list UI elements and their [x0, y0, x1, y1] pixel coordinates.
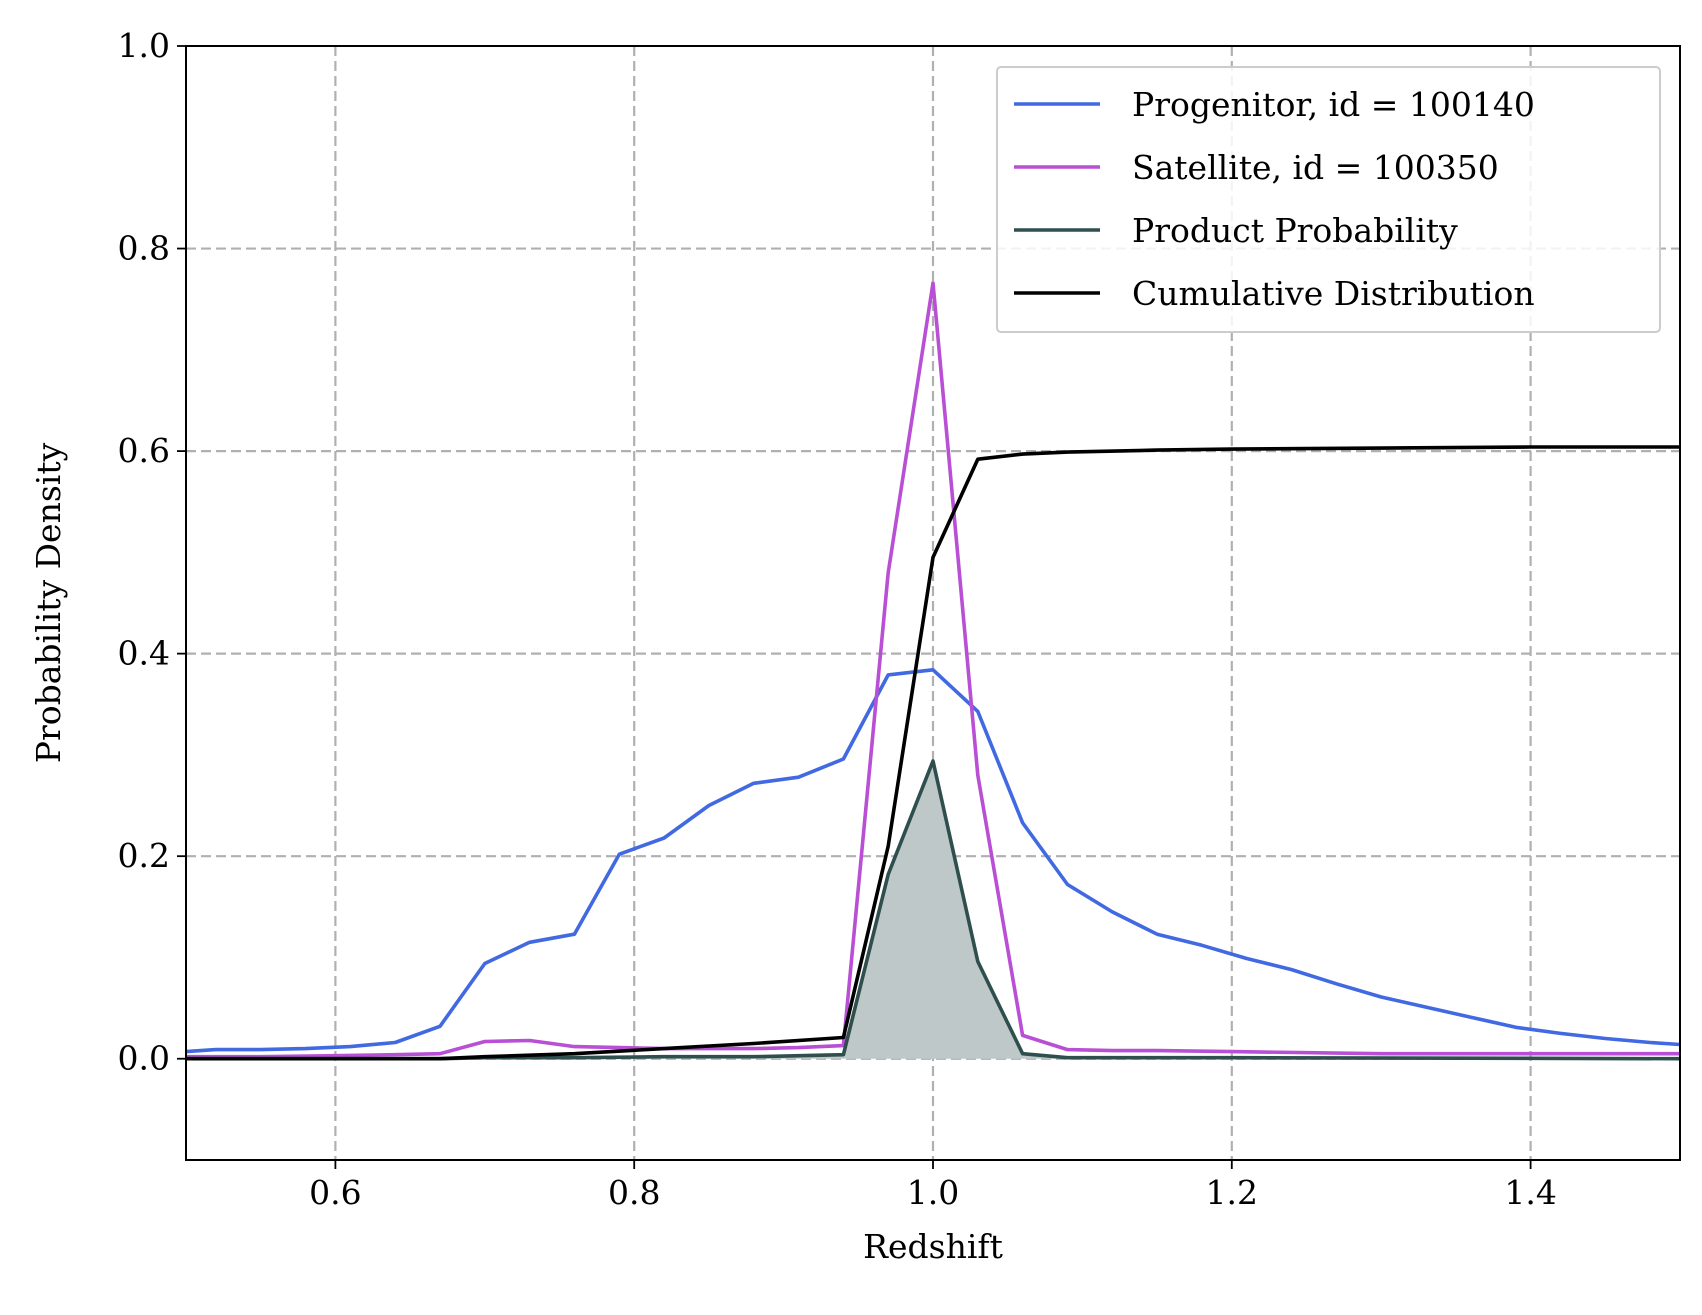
- legend-label: Product Probability: [1132, 211, 1458, 250]
- x-tick-label: 1.4: [1504, 1173, 1556, 1212]
- y-tick-label: 1.0: [118, 26, 170, 65]
- legend-box: [996, 66, 1661, 333]
- legend-label: Satellite, id = 100350: [1132, 148, 1499, 187]
- tick-layer: 0.6 0.8 1.0 1.2 1.4 0.0 0.2 0.4 0.6 0.8 1.0: [118, 26, 1557, 1212]
- y-tick-label: 0.6: [118, 431, 170, 470]
- y-axis-title: Probability Density: [29, 442, 68, 763]
- x-tick-label: 0.8: [608, 1173, 660, 1212]
- series-layer: [186, 281, 1680, 1061]
- y-tick-label: 0.2: [118, 836, 170, 875]
- x-tick-label: 1.2: [1206, 1173, 1258, 1212]
- y-tick-label: 0.4: [118, 634, 170, 673]
- fill-layer: [186, 761, 1680, 1059]
- product-probability-fill: [186, 761, 1680, 1059]
- legend-label: Cumulative Distribution: [1132, 274, 1535, 313]
- x-tick-label: 0.6: [309, 1173, 361, 1212]
- series-line-progenitor-id-100140: [186, 667, 1680, 1054]
- x-axis-title: Redshift: [863, 1227, 1003, 1266]
- x-tick-label: 1.0: [907, 1173, 959, 1212]
- legend-label: Progenitor, id = 100140: [1132, 85, 1535, 124]
- legend: Progenitor, id = 100140 Satellite, id = 1…: [996, 66, 1661, 333]
- y-tick-label: 0.0: [118, 1039, 170, 1078]
- y-tick-label: 0.8: [118, 229, 170, 268]
- series-line-cumulative-distribution: [186, 445, 1680, 1061]
- series-line-satellite-id-100350: [186, 281, 1680, 1059]
